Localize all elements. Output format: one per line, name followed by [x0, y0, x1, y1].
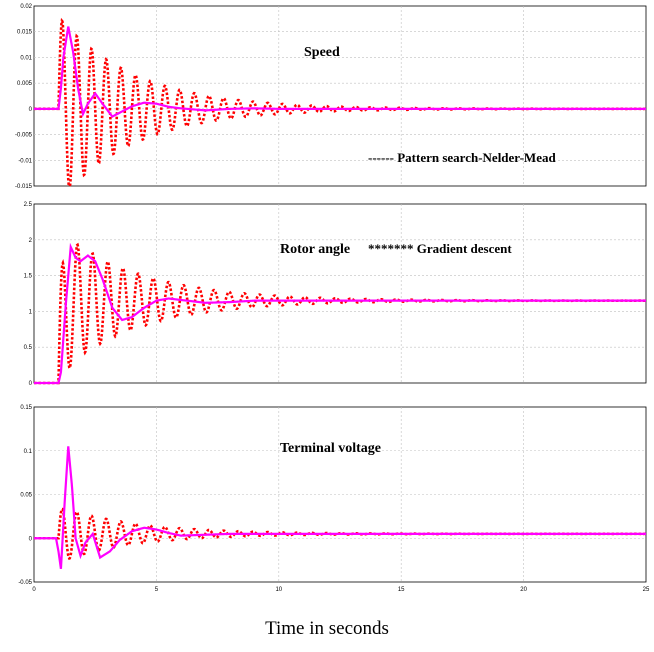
- speed-dotted-series: [34, 17, 647, 188]
- x-tick-label: 0: [32, 587, 36, 593]
- x-tick-label: 15: [398, 587, 405, 593]
- speed-ytick-label: 0.015: [17, 30, 33, 36]
- terminal-voltage-ytick-label: 0: [29, 536, 33, 542]
- terminal-voltage-ytick-label: -0.05: [18, 580, 32, 586]
- terminal-voltage-ytick-label: 0.05: [20, 493, 32, 499]
- speed-title: Speed: [304, 45, 340, 60]
- rotor-angle-ytick-label: 1.5: [24, 274, 33, 280]
- x-axis-label: Time in seconds: [265, 618, 389, 639]
- speed-ytick-label: -0.005: [15, 133, 33, 139]
- x-tick-label: 10: [275, 587, 282, 593]
- rotor-angle-ytick-label: 2: [29, 238, 33, 244]
- rotor-angle-ytick-label: 2.5: [24, 202, 33, 208]
- legend-pattern-search: ------ Pattern search-Nelder-Mead: [368, 150, 556, 165]
- x-tick-label: 25: [643, 587, 650, 593]
- figure: 0.02 0.015 0.01 0.005 0 -0.005 -0.01 -0.015 Spee…: [15, 4, 650, 593]
- speed-panel: 0.02 0.015 0.01 0.005 0 -0.005 -0.01 -0.015 Spee…: [15, 4, 647, 190]
- speed-solid-series: [34, 26, 646, 118]
- rotor-angle-ytick-label: 0.5: [24, 345, 33, 351]
- speed-ytick-label: -0.01: [18, 158, 32, 164]
- x-tick-label: 20: [520, 587, 527, 593]
- terminal-voltage-panel: 0.15 0.1 0.05 0 -0.05 Terminal voltage: [18, 405, 647, 586]
- speed-ytick-label: 0.005: [17, 81, 33, 87]
- x-tick-labels: 0 5 10 15 20 25: [32, 587, 650, 593]
- terminal-voltage-ytick-label: 0.1: [24, 449, 33, 455]
- rotor-angle-solid-series: [34, 242, 646, 385]
- rotor-angle-ytick-label: 0: [29, 381, 33, 387]
- terminal-voltage-solid-series: [34, 446, 646, 570]
- speed-frame: [33, 5, 647, 187]
- speed-ytick-label: -0.015: [15, 184, 33, 190]
- speed-ytick-label: 0.02: [20, 4, 32, 10]
- speed-ytick-label: 0.01: [20, 55, 32, 61]
- legend-gradient-descent: ******* Gradient descent: [368, 241, 512, 256]
- rotor-angle-ytick-label: 1: [29, 309, 33, 315]
- terminal-voltage-ytick-label: 0.15: [20, 405, 32, 411]
- rotor-angle-panel: 2.5 2 1.5 1 0.5 0 Rotor angle: [24, 202, 647, 387]
- x-tick-label: 5: [155, 587, 159, 593]
- terminal-voltage-title: Terminal voltage: [280, 441, 381, 456]
- rotor-angle-title: Rotor angle: [280, 242, 350, 257]
- speed-ytick-label: 0: [29, 107, 33, 113]
